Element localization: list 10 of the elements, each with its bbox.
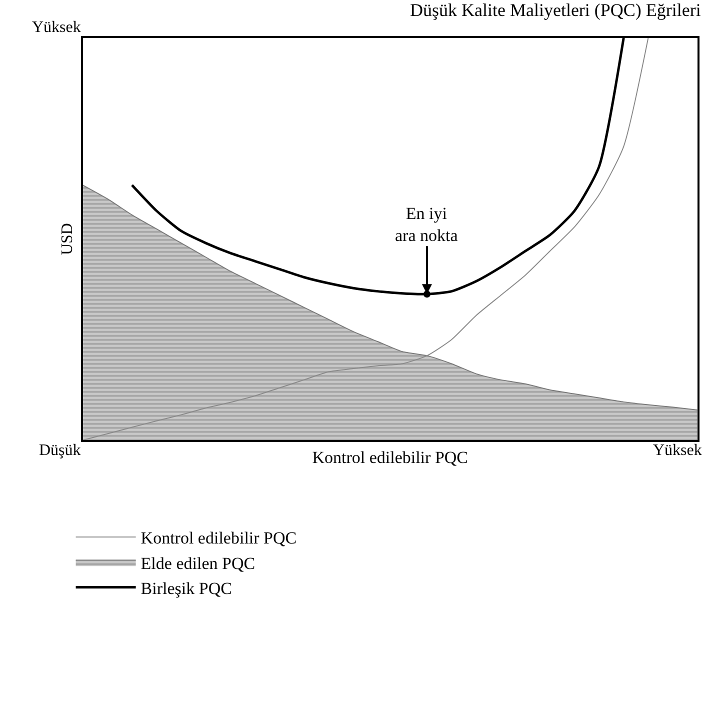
text: Yüksek (653, 442, 702, 459)
legend-label: Birleşik PQC (140, 578, 232, 598)
text: Düşük (39, 442, 81, 459)
annotation: En iyi ara nokta (395, 204, 458, 246)
text: Yüksek (32, 19, 81, 36)
legend-label: Kontrol edilebilir PQC (140, 528, 297, 548)
chart-title: Düşük Kalite Maliyetleri (PQC) Eğrileri (410, 0, 701, 20)
legend-label: Elde edilen PQC (140, 554, 256, 573)
x-axis-title: Kontrol edilebilir PQC (312, 448, 468, 468)
y-axis-title: USD (59, 223, 76, 256)
